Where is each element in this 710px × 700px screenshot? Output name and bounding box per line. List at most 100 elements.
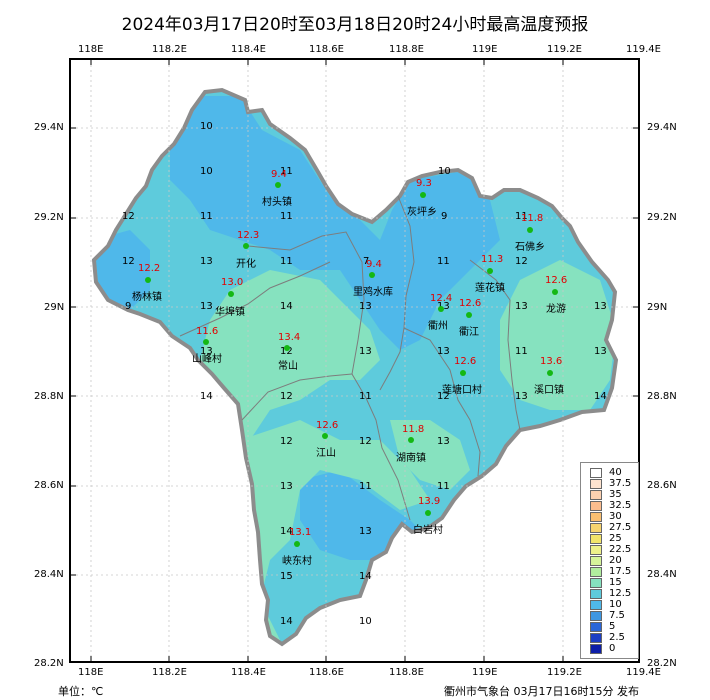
lon-tick-top: 118E: [78, 44, 104, 55]
lat-tick-right: 29.2N: [647, 212, 677, 223]
grid-value: 11: [359, 481, 372, 492]
station-value: 12.6: [545, 275, 568, 286]
station-value: 12.6: [454, 356, 477, 367]
station-marker[interactable]: [275, 182, 281, 188]
grid-value: 13: [515, 301, 528, 312]
lon-tick-bottom: 118.2E: [152, 667, 187, 678]
station-marker[interactable]: [438, 306, 444, 312]
grid-value: 15: [280, 571, 293, 582]
grid-value: 13: [200, 256, 213, 267]
grid-value: 9: [441, 211, 448, 222]
legend-label: 0: [609, 643, 616, 654]
station-marker[interactable]: [322, 433, 328, 439]
lon-tick-bottom: 119.2E: [547, 667, 582, 678]
grid-value: 13: [200, 346, 213, 357]
station-marker[interactable]: [294, 541, 300, 547]
grid-value: 13: [359, 526, 372, 537]
legend-swatch: [590, 479, 602, 489]
station-label: 龙游: [546, 304, 566, 315]
lon-tick-top: 118.2E: [152, 44, 187, 55]
grid-value: 11: [359, 391, 372, 402]
station-marker[interactable]: [487, 268, 493, 274]
legend-swatch: [590, 545, 602, 555]
grid-value: 11: [200, 211, 213, 222]
legend-swatch: [590, 600, 602, 610]
grid-value: 13: [359, 346, 372, 357]
lat-tick-left: 28.4N: [34, 569, 64, 580]
grid-value: 10: [438, 166, 451, 177]
station-label: 江山: [316, 448, 336, 459]
legend-label: 10: [609, 599, 622, 610]
grid-value: 12: [437, 391, 450, 402]
lon-tick-bottom: 119E: [472, 667, 498, 678]
station-marker[interactable]: [460, 370, 466, 376]
legend-swatch: [590, 644, 602, 654]
legend-swatch: [590, 490, 602, 500]
legend-item: 40: [590, 467, 635, 478]
warm-zone-center: [200, 270, 380, 440]
legend-swatch: [590, 567, 602, 577]
lat-tick-left: 29N: [44, 302, 65, 313]
station-value: 13.9: [418, 496, 441, 507]
station-marker[interactable]: [369, 272, 375, 278]
station-marker[interactable]: [408, 437, 414, 443]
legend-swatch: [590, 633, 602, 643]
station-label: 溪口镇: [534, 385, 564, 396]
lon-tick-top: 119E: [472, 44, 498, 55]
grid-value: 12: [280, 346, 293, 357]
legend-item: 35: [590, 489, 635, 500]
cool-zone-north: [170, 96, 500, 350]
station-value: 12.4: [430, 293, 453, 304]
legend-item: 12.5: [590, 588, 635, 599]
station-value: 13.4: [278, 332, 301, 343]
lat-tick-right: 28.4N: [647, 569, 677, 580]
lat-tick-left: 28.6N: [34, 480, 64, 491]
grid-value: 13: [515, 391, 528, 402]
station-value: 12.6: [316, 420, 339, 431]
legend-swatch: [590, 556, 602, 566]
legend-label: 12.5: [609, 588, 632, 599]
grid-value: 13: [437, 346, 450, 357]
legend-swatch: [590, 468, 602, 478]
station-label: 灰坪乡: [407, 207, 437, 218]
station-marker[interactable]: [552, 289, 558, 295]
legend-item: 15: [590, 577, 635, 588]
warm-zone-east: [500, 260, 616, 410]
legend-label: 35: [609, 489, 622, 500]
grid-value: 13: [594, 346, 607, 357]
station-value: 12.3: [237, 230, 260, 241]
station-marker[interactable]: [284, 345, 290, 351]
station-marker[interactable]: [203, 339, 209, 345]
grid-value: 12: [122, 211, 135, 222]
station-label: 华埠镇: [215, 307, 245, 318]
cool-zone-south: [300, 470, 420, 560]
legend-item: 27.5: [590, 522, 635, 533]
station-marker[interactable]: [527, 227, 533, 233]
legend-item: 32.5: [590, 500, 635, 511]
station-marker[interactable]: [145, 277, 151, 283]
lon-tick-top: 118.4E: [231, 44, 266, 55]
legend-item: 25: [590, 533, 635, 544]
station-marker[interactable]: [425, 510, 431, 516]
legend-label: 7.5: [609, 610, 625, 621]
lon-tick-top: 118.6E: [309, 44, 344, 55]
station-label: 白岩村: [413, 525, 443, 536]
legend-label: 2.5: [609, 632, 625, 643]
grid-value: 11: [280, 166, 293, 177]
station-marker[interactable]: [466, 312, 472, 318]
station-value: 12.6: [459, 298, 482, 309]
station-value: 11.3: [481, 254, 504, 265]
legend-label: 40: [609, 467, 622, 478]
station-marker[interactable]: [243, 243, 249, 249]
legend-swatch: [590, 512, 602, 522]
grid-value: 12: [515, 256, 528, 267]
station-marker[interactable]: [547, 370, 553, 376]
legend-item: 7.5: [590, 610, 635, 621]
grid-value: 11: [437, 481, 450, 492]
lat-tick-left: 28.8N: [34, 391, 64, 402]
unit-label: 单位：℃: [58, 685, 104, 698]
station-value: 13.1: [289, 527, 312, 538]
legend-item: 10: [590, 599, 635, 610]
station-marker[interactable]: [420, 192, 426, 198]
station-marker[interactable]: [228, 291, 234, 297]
